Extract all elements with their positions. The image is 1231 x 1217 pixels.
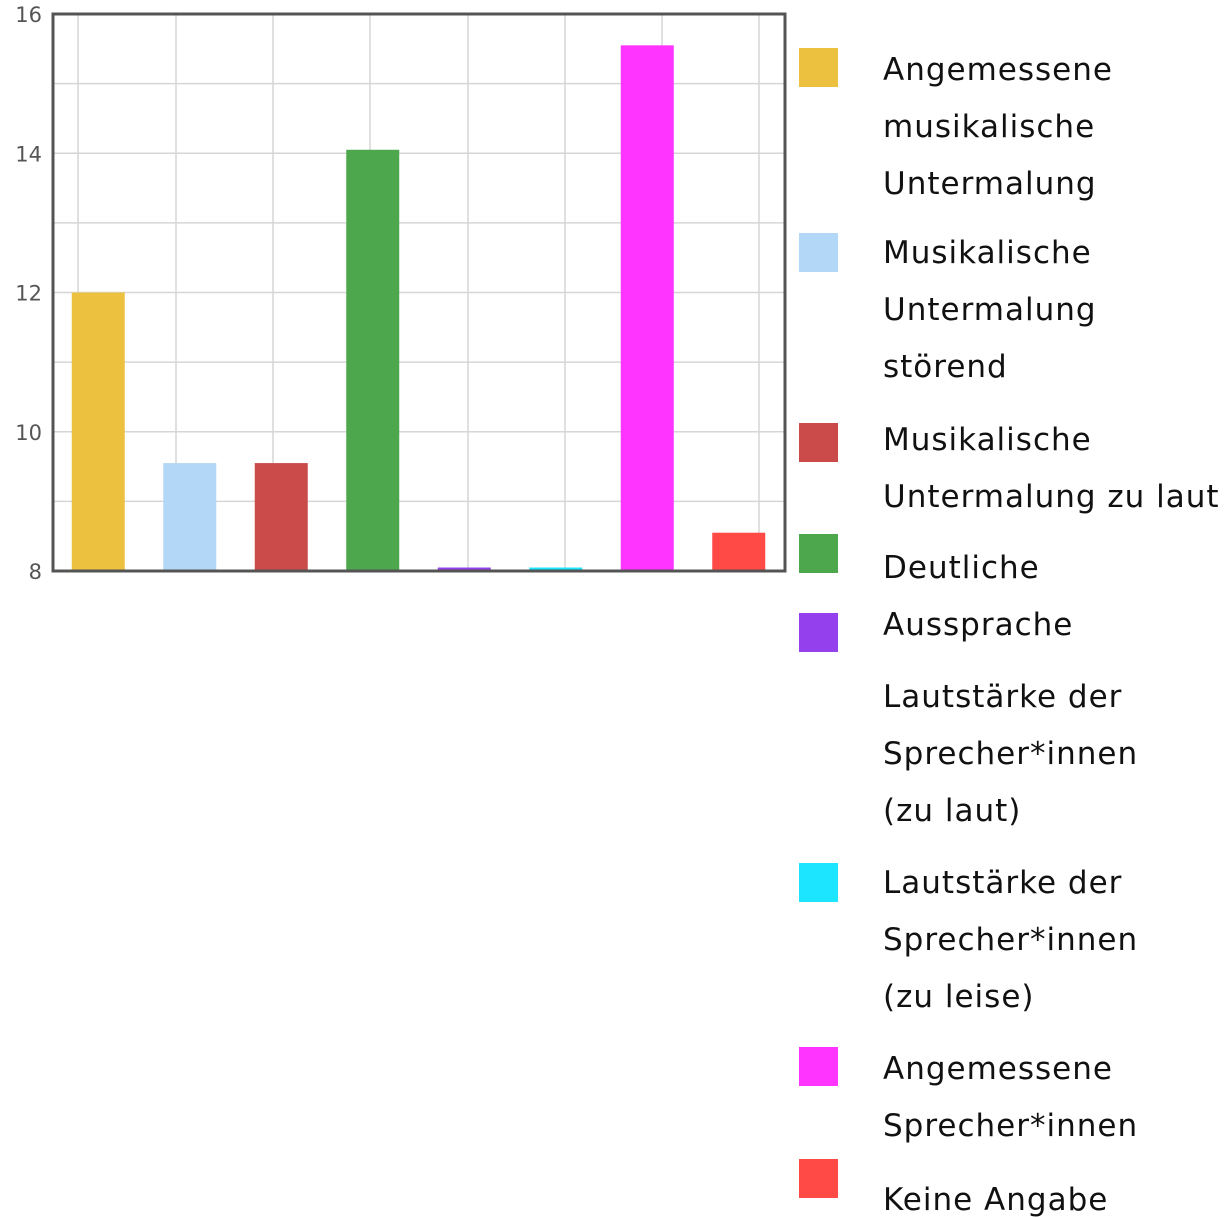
bars [71, 45, 766, 572]
plot-frame [51, 12, 787, 573]
legend: Angemessene musikalische Untermalung Musika… [799, 48, 1220, 1217]
legend-swatch [799, 613, 838, 652]
bar [529, 567, 583, 571]
legend-label: Lautstärke der Sprecher*innen (zu leise) [883, 865, 1138, 1015]
bar [346, 149, 400, 572]
legend-swatch [799, 1047, 838, 1086]
bar [254, 463, 308, 571]
legend-swatch [799, 233, 838, 272]
y-axis-ticks: 8 10 12 14 16 [15, 3, 42, 584]
y-tick-label: 10 [15, 421, 42, 445]
y-tick-label: 14 [15, 142, 42, 166]
y-tick-label: 12 [15, 282, 42, 306]
bar [163, 463, 217, 571]
legend-label: Musikalische Untermalung zu laut [883, 422, 1220, 515]
legend-label: Keine Angabe [883, 1182, 1108, 1217]
y-tick-label: 16 [15, 3, 42, 27]
legend-label: Deutliche Aussprache [883, 550, 1073, 643]
legend-label: Musikalische Untermalung störend [883, 235, 1097, 385]
legend-swatch [799, 48, 838, 87]
y-tick-label: 8 [29, 560, 42, 584]
bar [712, 532, 766, 571]
bar [620, 45, 674, 572]
bar [71, 292, 125, 571]
legend-swatch [799, 423, 838, 462]
legend-swatch [799, 863, 838, 902]
legend-label: Angemessene Sprecher*innen [883, 1051, 1138, 1144]
bar [437, 567, 491, 571]
legend-label: Lautstärke der Sprecher*innen (zu laut) [883, 679, 1138, 829]
legend-label: Angemessene musikalische Untermalung [883, 52, 1113, 202]
legend-swatch [799, 534, 838, 573]
legend-swatch [799, 1159, 838, 1198]
grid [53, 14, 785, 571]
